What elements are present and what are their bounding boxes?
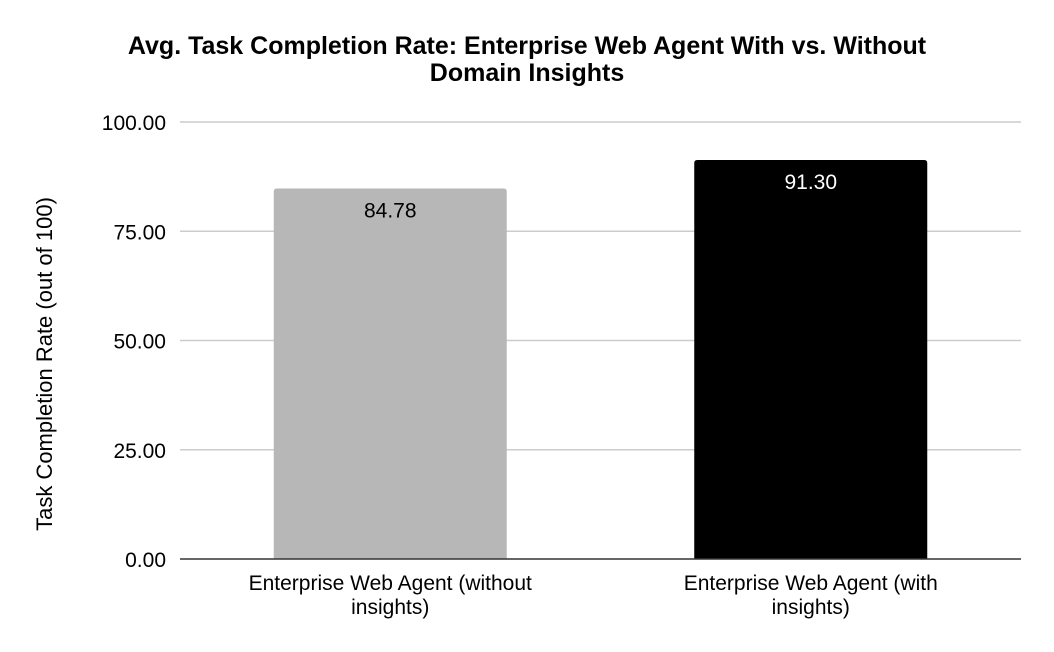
y-tick-label: 100.00 (102, 112, 166, 135)
x-tick-labels: Enterprise Web Agent (withoutinsights)En… (249, 572, 938, 619)
bars (273, 160, 928, 560)
chart-title: Avg. Task Completion Rate: Enterprise We… (128, 32, 927, 87)
y-axis-label: Task Completion Rate (out of 100) (32, 197, 57, 531)
data-labels: 84.78 91.30 (364, 171, 837, 222)
bar-2 (694, 160, 928, 560)
x-tick-label: Enterprise Web Agent (without (249, 572, 532, 595)
x-tick-label: insights) (351, 596, 429, 619)
y-tick-label: 25.00 (113, 440, 166, 463)
y-tick-labels: 0.00 25.00 50.00 75.00 100.00 (102, 112, 166, 572)
y-tick-label: 50.00 (113, 331, 166, 354)
data-label: 91.30 (784, 171, 837, 194)
y-tick-label: 0.00 (125, 549, 166, 572)
chart-title-line: Domain Insights (430, 59, 624, 87)
y-tick-label: 75.00 (113, 221, 166, 244)
data-label: 84.78 (364, 200, 417, 223)
bar-1 (273, 188, 507, 559)
x-tick-label: insights) (772, 596, 850, 619)
x-tick-label: Enterprise Web Agent (with (684, 572, 938, 595)
chart-title-line: Avg. Task Completion Rate: Enterprise We… (128, 32, 927, 60)
